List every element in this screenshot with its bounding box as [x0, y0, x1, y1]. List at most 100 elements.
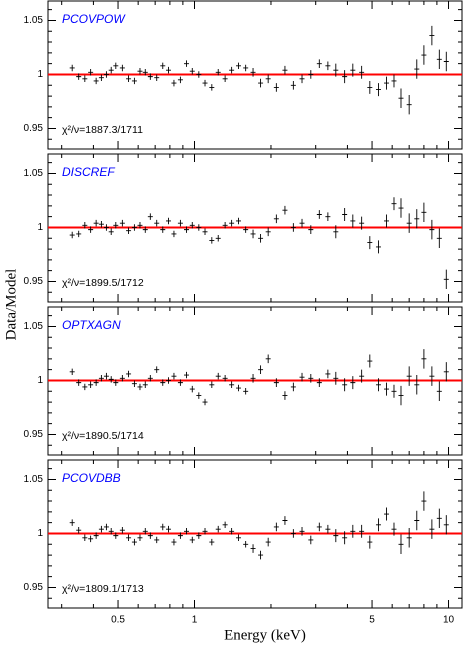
panel-label: DISCREF — [62, 165, 115, 179]
error-bar-point — [243, 64, 249, 72]
error-bar-point — [69, 368, 75, 376]
error-bar-point — [93, 77, 99, 85]
error-bar-point — [282, 391, 288, 400]
panel-label: PCOVDBB — [62, 471, 121, 485]
error-bar-point — [235, 62, 241, 70]
error-bar-point — [391, 74, 397, 88]
error-bar-point — [229, 528, 235, 535]
error-bar-point — [189, 222, 195, 229]
error-bar-point — [250, 544, 256, 553]
error-bar-point — [342, 70, 348, 84]
error-bar-point — [183, 60, 189, 67]
error-bar-point — [235, 534, 241, 542]
error-bar-point — [177, 532, 183, 539]
error-bar-point — [359, 65, 365, 79]
y-tick-label: 1.05 — [24, 15, 44, 26]
error-bar-point — [137, 383, 143, 391]
error-bar-point — [316, 522, 322, 532]
error-bar-point — [108, 528, 114, 535]
error-bar-point — [282, 65, 288, 75]
error-bar-point — [350, 376, 356, 390]
error-bar-point — [113, 62, 119, 70]
error-bar-point — [131, 538, 137, 546]
error-bar-point — [215, 525, 221, 533]
error-bar-point — [359, 524, 365, 538]
error-bar-point — [375, 83, 381, 97]
error-bar-point — [391, 197, 397, 211]
error-bar-point — [196, 224, 202, 231]
error-bar-point — [171, 372, 177, 380]
error-bar-point — [342, 208, 348, 221]
error-bar-point — [165, 525, 171, 533]
error-bar-point — [202, 528, 208, 535]
error-bar-point — [406, 94, 412, 115]
error-bar-point — [137, 222, 143, 229]
error-bar-point — [93, 532, 99, 539]
error-bar-point — [209, 84, 215, 91]
error-bar-point — [209, 237, 215, 244]
error-bar-point — [183, 226, 189, 233]
error-bar-point — [443, 269, 449, 290]
error-bar-point — [76, 379, 82, 386]
error-bar-point — [273, 214, 279, 224]
error-bar-point — [131, 77, 137, 85]
error-bar-point — [215, 69, 221, 76]
error-bar-point — [359, 369, 365, 383]
error-bar-point — [350, 63, 356, 77]
y-tick-label: 1.05 — [24, 474, 44, 485]
error-bar-point — [222, 222, 228, 229]
error-bar-point — [265, 74, 271, 84]
error-bar-point — [436, 381, 442, 401]
error-bar-point — [119, 375, 125, 382]
fit-statistic: χ²/ν=1890.5/1714 — [62, 430, 144, 442]
error-bar-point — [243, 541, 249, 548]
error-bar-point — [113, 222, 119, 229]
error-bar-point — [131, 224, 137, 231]
error-bar-point — [126, 370, 132, 378]
error-bar-point — [98, 525, 104, 533]
error-bar-point — [414, 59, 420, 79]
error-bar-point — [398, 198, 404, 218]
error-bar-point — [299, 372, 305, 382]
error-bar-point — [154, 536, 160, 544]
error-bar-point — [119, 219, 125, 227]
error-bar-point — [258, 550, 264, 560]
error-bar-point — [367, 535, 373, 549]
error-bar-point — [142, 69, 148, 76]
error-bar-point — [88, 226, 94, 233]
error-bar-point — [316, 59, 322, 68]
error-bar-point — [113, 379, 119, 386]
error-bar-point — [82, 75, 88, 83]
y-tick-label: 1 — [37, 528, 43, 539]
y-tick-label: 1 — [37, 375, 43, 386]
x-tick-label: 10 — [443, 615, 455, 626]
error-bar-point — [308, 373, 314, 383]
error-bar-point — [222, 521, 228, 529]
error-bar-point — [126, 534, 132, 542]
error-bar-point — [316, 378, 322, 387]
error-bar-point — [76, 230, 82, 238]
error-bar-point — [406, 528, 412, 548]
error-bar-point — [350, 214, 356, 228]
error-bar-point — [308, 225, 314, 234]
error-bar-point — [160, 226, 166, 233]
error-bar-point — [160, 523, 166, 531]
error-bar-point — [113, 532, 119, 539]
error-bar-point — [76, 73, 82, 80]
error-bar-point — [137, 534, 143, 542]
error-bar-point — [108, 228, 114, 236]
error-bar-point — [299, 218, 305, 228]
fit-statistic: χ²/ν=1887.3/1711 — [62, 124, 143, 136]
error-bar-point — [421, 491, 427, 511]
error-bar-point — [82, 534, 88, 542]
error-bar-point — [147, 375, 153, 382]
error-bar-point — [290, 529, 296, 538]
y-tick-label: 0.95 — [24, 123, 44, 134]
y-tick-label: 1.05 — [24, 321, 44, 332]
error-bar-point — [69, 231, 75, 239]
error-bar-point — [290, 80, 296, 90]
error-bar-point — [165, 217, 171, 225]
error-bar-point — [93, 219, 99, 227]
error-bar-point — [165, 377, 171, 384]
error-bar-point — [103, 71, 109, 78]
